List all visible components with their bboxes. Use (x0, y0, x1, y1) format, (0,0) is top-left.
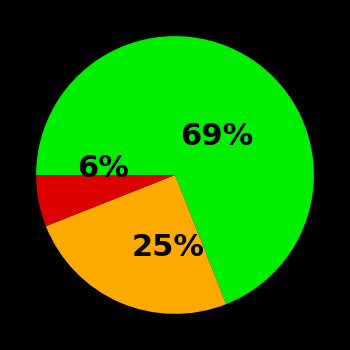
Text: 6%: 6% (77, 154, 129, 183)
Text: 25%: 25% (132, 233, 204, 262)
Wedge shape (46, 175, 226, 314)
Text: 69%: 69% (180, 121, 253, 150)
Wedge shape (36, 175, 175, 226)
Wedge shape (36, 36, 314, 304)
